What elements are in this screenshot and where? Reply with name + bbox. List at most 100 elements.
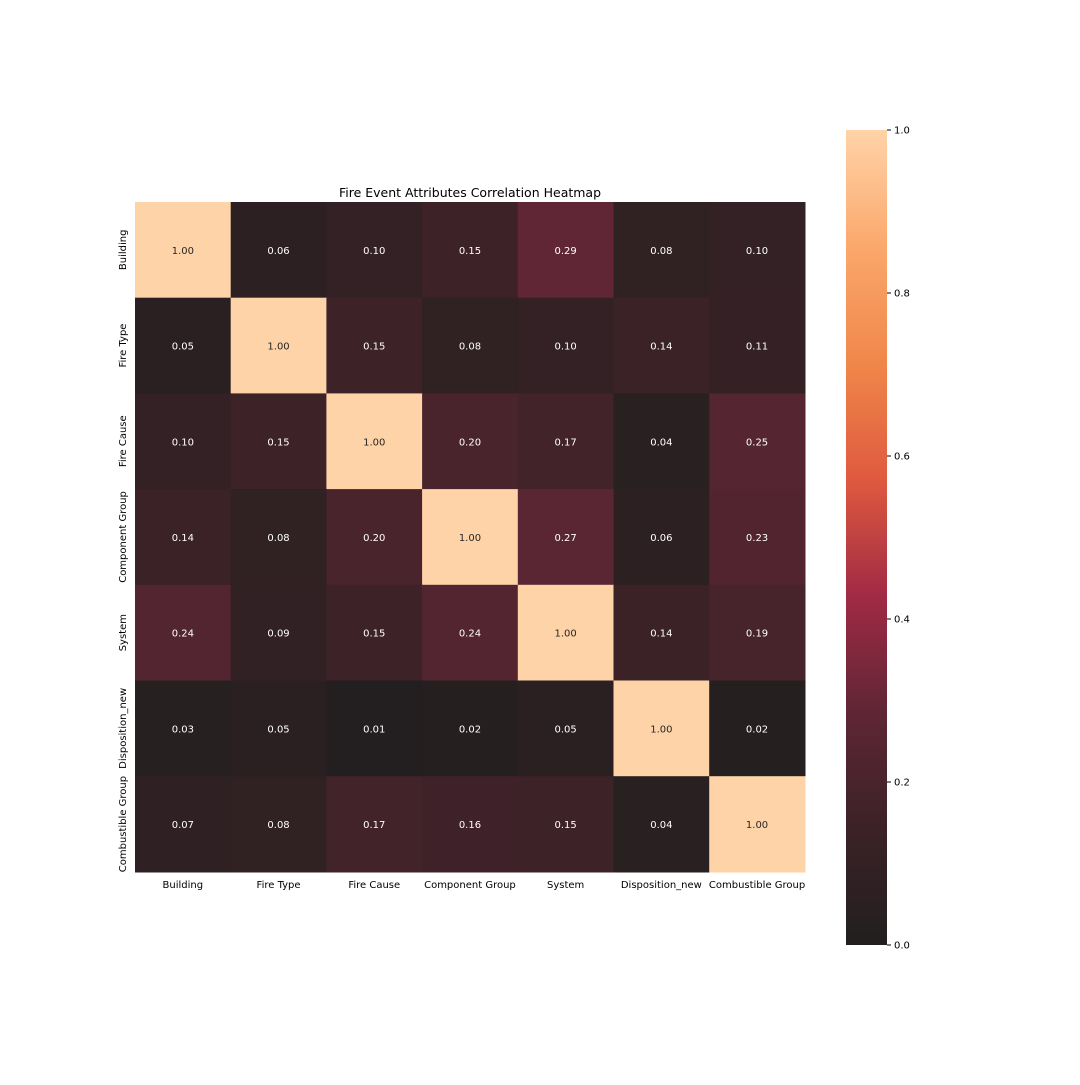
heatmap-cell bbox=[613, 489, 710, 586]
x-tick-label: Building bbox=[163, 880, 204, 891]
colorbar-gradient bbox=[846, 130, 887, 945]
cell-annotation: 0.19 bbox=[746, 629, 768, 640]
cell-annotation: 0.15 bbox=[363, 342, 385, 353]
heatmap-cell bbox=[517, 393, 615, 490]
cell-annotation: 0.14 bbox=[650, 629, 672, 640]
cell-annotation: 0.03 bbox=[172, 724, 194, 735]
cell-annotation: 0.14 bbox=[172, 533, 194, 544]
heatmap-cell bbox=[230, 489, 327, 586]
cell-annotation: 0.08 bbox=[267, 533, 289, 544]
heatmap-cell bbox=[326, 202, 423, 299]
heatmap-cell bbox=[135, 393, 232, 490]
colorbar-tick-label: 1.0 bbox=[894, 126, 910, 137]
x-tick-label: Combustible Group bbox=[709, 880, 805, 891]
y-tick-label: Building bbox=[118, 230, 129, 271]
cell-annotation: 0.27 bbox=[555, 533, 577, 544]
heatmap-cell bbox=[422, 489, 519, 586]
cell-annotation: 0.08 bbox=[459, 342, 481, 353]
heatmap-cell bbox=[517, 776, 615, 873]
heatmap-cell bbox=[709, 297, 806, 394]
cell-annotation: 0.01 bbox=[363, 724, 385, 735]
cell-annotation: 0.16 bbox=[459, 820, 481, 831]
x-tick-label: System bbox=[547, 880, 584, 891]
x-tick-label: Fire Cause bbox=[348, 880, 400, 891]
heatmap-cell bbox=[709, 489, 806, 586]
heatmap-cell bbox=[135, 680, 232, 777]
heatmap-cell bbox=[230, 680, 327, 777]
y-tick-label: Fire Cause bbox=[118, 415, 129, 467]
cell-annotation: 1.00 bbox=[172, 246, 194, 257]
colorbar-tick-label: 0.4 bbox=[894, 615, 910, 626]
heatmap-cell bbox=[422, 584, 519, 682]
heatmap-cell bbox=[422, 680, 519, 777]
heatmap-cell bbox=[422, 776, 519, 873]
heatmap-cell bbox=[230, 584, 327, 682]
heatmap-cell bbox=[326, 489, 423, 586]
cell-annotation: 0.24 bbox=[459, 629, 481, 640]
heatmap-cell bbox=[135, 584, 232, 682]
heatmap-cell bbox=[517, 489, 615, 586]
heatmap-cell bbox=[613, 776, 710, 873]
heatmap-cell bbox=[517, 584, 615, 682]
heatmap-cell bbox=[709, 393, 806, 490]
cell-annotation: 0.14 bbox=[650, 342, 672, 353]
x-tick-label: Component Group bbox=[424, 880, 516, 891]
y-tick-label: Component Group bbox=[118, 491, 129, 583]
heatmap-cell bbox=[613, 202, 710, 299]
heatmap-cell bbox=[326, 584, 423, 682]
cell-annotation: 0.10 bbox=[363, 246, 385, 257]
cell-annotation: 0.06 bbox=[650, 533, 672, 544]
cell-annotation: 0.06 bbox=[267, 246, 289, 257]
colorbar-tick-label: 0.8 bbox=[894, 289, 910, 300]
cell-annotation: 0.23 bbox=[746, 533, 768, 544]
cell-annotation: 0.10 bbox=[172, 437, 194, 448]
cell-annotation: 0.24 bbox=[172, 629, 194, 640]
y-tick-label: Fire Type bbox=[118, 324, 129, 368]
cell-annotation: 0.29 bbox=[555, 246, 577, 257]
heatmap-cell bbox=[230, 776, 327, 873]
cell-annotation: 1.00 bbox=[746, 820, 768, 831]
cell-annotation: 0.02 bbox=[459, 724, 481, 735]
heatmap-cell bbox=[709, 584, 806, 682]
heatmap-cell bbox=[230, 202, 327, 299]
chart-title: Fire Event Attributes Correlation Heatma… bbox=[339, 185, 601, 200]
colorbar-tick-label: 0.2 bbox=[894, 778, 910, 789]
cell-annotations: 1.00 0.06 0.10 0.15 0.29 0.08 0.10 0.05 1.00 0.15… bbox=[172, 246, 768, 831]
cell-annotation: 0.20 bbox=[363, 533, 385, 544]
cell-annotation: 0.25 bbox=[746, 437, 768, 448]
cell-annotation: 0.10 bbox=[746, 246, 768, 257]
cell-annotation: 0.15 bbox=[363, 629, 385, 640]
heatmap-cell bbox=[613, 393, 710, 490]
heatmap-cell bbox=[326, 393, 423, 490]
heatmap-cell bbox=[135, 297, 232, 394]
cell-annotation: 1.00 bbox=[555, 629, 577, 640]
x-tick-label: Fire Type bbox=[257, 880, 301, 891]
cell-annotation: 0.08 bbox=[267, 820, 289, 831]
cell-annotation: 0.17 bbox=[363, 820, 385, 831]
heatmap-cell bbox=[613, 297, 710, 394]
y-tick-label: Combustible Group bbox=[118, 776, 129, 872]
heatmap-cell bbox=[326, 776, 423, 873]
cell-annotation: 0.15 bbox=[459, 246, 481, 257]
heatmap-cell bbox=[422, 393, 519, 490]
x-tick-label: Disposition_new bbox=[621, 880, 702, 891]
x-axis-tick-labels: Building Fire Type Fire Cause Component Gro… bbox=[163, 880, 806, 891]
heatmap-cell bbox=[135, 776, 232, 873]
cell-annotation: 0.10 bbox=[555, 342, 577, 353]
heatmap-cell bbox=[613, 584, 710, 682]
heatmap-cell bbox=[230, 393, 327, 490]
colorbar-tick-label: 0.0 bbox=[894, 941, 910, 952]
cell-annotation: 0.15 bbox=[555, 820, 577, 831]
cell-annotation: 0.02 bbox=[746, 724, 768, 735]
cell-annotation: 0.05 bbox=[267, 724, 289, 735]
cell-annotation: 0.15 bbox=[267, 437, 289, 448]
heatmap-cell bbox=[326, 680, 423, 777]
heatmap-cell bbox=[422, 202, 519, 299]
colorbar: 0.0 0.2 0.4 0.6 0.8 1.0 bbox=[846, 126, 910, 952]
cell-annotation: 0.17 bbox=[555, 437, 577, 448]
cell-annotation: 0.05 bbox=[172, 342, 194, 353]
colorbar-tick-label: 0.6 bbox=[894, 452, 910, 463]
heatmap-cell bbox=[613, 680, 710, 777]
